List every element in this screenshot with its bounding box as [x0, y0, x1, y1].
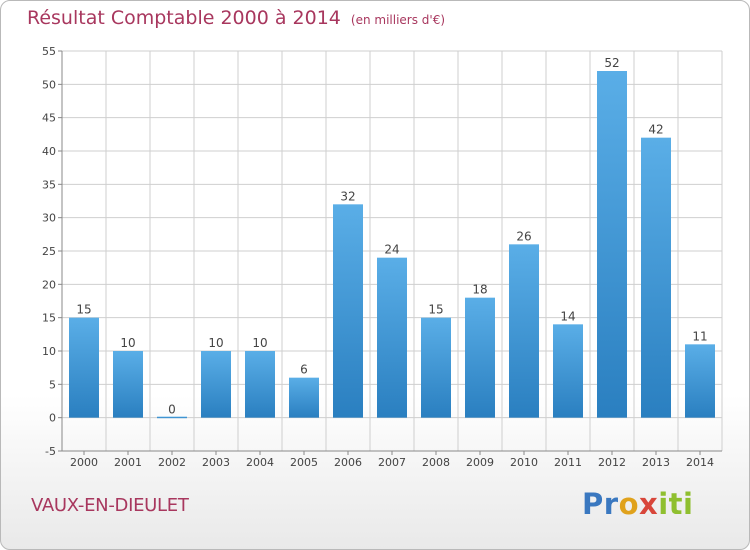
x-tick-label: 2006 — [334, 456, 362, 469]
bar-2011 — [553, 324, 583, 418]
y-tick-label: 15 — [42, 312, 56, 325]
bar-2002 — [157, 416, 187, 419]
data-label-2004: 10 — [252, 336, 267, 350]
data-label-2014: 11 — [692, 329, 707, 343]
x-tick-label: 2002 — [158, 456, 186, 469]
data-label-2000: 15 — [76, 303, 91, 317]
x-tick-label: 2003 — [202, 456, 230, 469]
x-tick-label: 2012 — [598, 456, 626, 469]
bars — [69, 71, 715, 419]
bar-2013 — [641, 137, 671, 418]
x-tick-label: 2008 — [422, 456, 450, 469]
bar-2006 — [333, 204, 363, 418]
logo-part-2: o — [618, 487, 639, 521]
axes: -5 0 5 10 15 20 25 30 35 40 45 50 55 — [42, 45, 722, 458]
bar-2009 — [465, 297, 495, 418]
y-tick-label: 55 — [42, 45, 56, 58]
x-tick-label: 2001 — [114, 456, 142, 469]
x-tick-label: 2010 — [510, 456, 538, 469]
data-label-2012: 52 — [604, 56, 619, 70]
y-tick-label: 40 — [42, 145, 56, 158]
bar-2000 — [69, 317, 99, 418]
y-tick-label: 10 — [42, 345, 56, 358]
labels: 2000 15 2001 10 2002 0 2003 10 2004 10 2005 6 2006 32… — [70, 56, 714, 469]
bar-2003 — [201, 351, 231, 418]
x-tick-label: 2007 — [378, 456, 406, 469]
bar-2012 — [597, 71, 627, 418]
bar-2014 — [685, 344, 715, 418]
bar-2004 — [245, 351, 275, 418]
data-label-2005: 6 — [300, 363, 308, 377]
data-label-2007: 24 — [384, 243, 399, 257]
logo-part-1: Pr — [582, 487, 619, 521]
data-label-2002: 0 — [168, 403, 176, 417]
data-label-2008: 15 — [428, 303, 443, 317]
y-tick-label: 35 — [42, 178, 56, 191]
data-label-2001: 10 — [120, 336, 135, 350]
bar-2001 — [113, 351, 143, 418]
chart-title: Résultat Comptable 2000 à 2014 (en millie… — [27, 7, 445, 29]
bar-2010 — [509, 244, 539, 418]
y-tick-label: -5 — [45, 445, 56, 458]
y-tick-label: 5 — [49, 378, 56, 391]
y-tick-label: 20 — [42, 278, 56, 291]
x-tick-label: 2000 — [70, 456, 98, 469]
y-tick-label: 30 — [42, 212, 56, 225]
y-tick-label: 0 — [49, 412, 56, 425]
y-tick-label: 25 — [42, 245, 56, 258]
proxiti-logo: Proxiti — [582, 487, 693, 521]
x-tick-label: 2013 — [642, 456, 670, 469]
data-label-2009: 18 — [472, 283, 487, 297]
data-label-2003: 10 — [208, 336, 223, 350]
x-tick-label: 2009 — [466, 456, 494, 469]
data-label-2013: 42 — [648, 123, 663, 137]
x-tick-label: 2004 — [246, 456, 274, 469]
y-tick-label: 50 — [42, 78, 56, 91]
x-tick-label: 2014 — [686, 456, 714, 469]
bar-2005 — [289, 377, 319, 418]
x-tick-label: 2005 — [290, 456, 318, 469]
title-unit: (en milliers d'€) — [350, 13, 446, 27]
bar-2008 — [421, 317, 451, 418]
commune-name: VAUX-EN-DIEULET — [31, 495, 189, 516]
data-label-2010: 26 — [516, 229, 531, 243]
logo-part-3: x — [639, 487, 659, 521]
data-label-2006: 32 — [340, 189, 355, 203]
y-tick-label: 45 — [42, 112, 56, 125]
title-main: Résultat Comptable 2000 à 2014 — [27, 7, 341, 29]
logo-part-4: iti — [658, 487, 694, 521]
x-tick-label: 2011 — [554, 456, 582, 469]
bar-2007 — [377, 257, 407, 418]
data-label-2011: 14 — [560, 309, 575, 323]
